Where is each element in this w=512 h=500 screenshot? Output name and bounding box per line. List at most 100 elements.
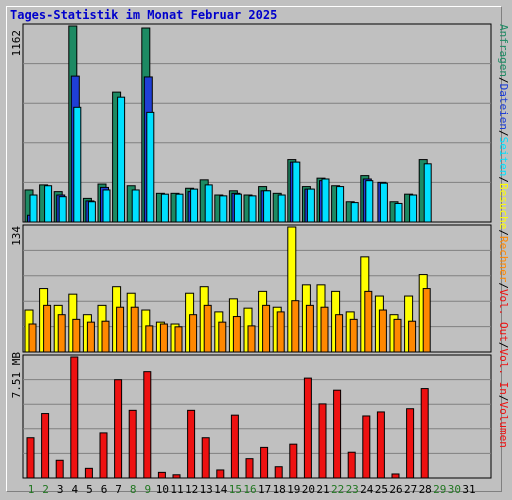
bar-rechner-2 [43, 304, 52, 353]
legend-seiten: Seiten [497, 136, 510, 177]
x-tick-22: 22 [331, 483, 344, 496]
bar-seiten-5 [87, 201, 96, 223]
legend-separator: / [497, 129, 510, 137]
bar-rechner-7 [116, 306, 125, 353]
bar-volumen-15 [230, 414, 239, 479]
bar-volumen-3 [55, 459, 64, 479]
bar-volumen-21 [318, 403, 327, 479]
bar-volumen-13 [201, 437, 210, 479]
bar-volumen-24 [362, 415, 371, 479]
bar-rechner-14 [218, 321, 227, 353]
x-tick-1: 1 [28, 483, 35, 496]
x-tick-29: 29 [433, 483, 446, 496]
bar-rechner-9 [145, 325, 154, 353]
x-tick-23: 23 [346, 483, 359, 496]
x-tick-21: 21 [316, 483, 329, 496]
bar-seiten-27 [409, 194, 418, 223]
bar-rechner-26 [393, 318, 402, 353]
bar-volumen-6 [99, 432, 108, 479]
bar-seiten-23 [350, 202, 359, 223]
bar-volumen-5 [84, 467, 93, 479]
legend-besuche: Besuche [497, 182, 510, 230]
legend-separator: / [497, 341, 510, 349]
bar-rechner-4 [72, 318, 81, 353]
x-tick-12: 12 [185, 483, 198, 496]
x-tick-26: 26 [389, 483, 402, 496]
legend-separator: / [497, 76, 510, 84]
bar-rechner-12 [189, 314, 198, 353]
bar-volumen-27 [406, 408, 415, 479]
bar-seiten-20 [306, 188, 315, 223]
bar-rechner-17 [262, 304, 271, 353]
bar-seiten-10 [160, 193, 169, 223]
bar-rechner-16 [247, 325, 256, 353]
bar-volumen-16 [245, 458, 254, 479]
bar-seiten-3 [58, 196, 67, 223]
bar-seiten-11 [175, 193, 184, 223]
bar-rechner-11 [174, 326, 183, 353]
x-tick-9: 9 [144, 483, 151, 496]
bar-volumen-20 [303, 377, 312, 479]
bar-volumen-18 [274, 466, 283, 479]
bar-rechner-8 [130, 306, 139, 353]
legend-anfragen: Anfragen [497, 24, 510, 77]
legend-volumen: Volumen [497, 401, 510, 448]
bar-seiten-4 [73, 106, 82, 223]
x-tick-27: 27 [404, 483, 417, 496]
x-tick-4: 4 [71, 483, 78, 496]
bar-rechner-10 [159, 323, 168, 353]
bar-seiten-24 [365, 180, 374, 223]
bar-rechner-25 [378, 309, 387, 353]
bar-seiten-7 [117, 96, 126, 223]
bar-volumen-8 [128, 409, 137, 479]
x-tick-16: 16 [243, 483, 256, 496]
bar-rechner-24 [364, 290, 373, 353]
series-legend: Anfragen/Dateien/Seiten/Besuche/Rechner/… [497, 24, 510, 448]
bar-seiten-17 [263, 190, 272, 223]
x-tick-17: 17 [258, 483, 271, 496]
x-tick-25: 25 [375, 483, 388, 496]
bar-seiten-9 [146, 111, 155, 223]
bar-seiten-15 [233, 193, 242, 223]
bar-seiten-28 [423, 163, 432, 223]
legend-separator: / [497, 282, 510, 289]
bar-seiten-8 [131, 189, 140, 223]
bar-volumen-19 [289, 443, 298, 479]
legend-separator: / [497, 229, 510, 236]
x-tick-11: 11 [170, 483, 183, 496]
legend-rechner: Rechner [497, 235, 510, 283]
x-tick-15: 15 [229, 483, 242, 496]
bar-volumen-28 [420, 388, 429, 479]
bar-seiten-13 [204, 184, 213, 223]
bar-rechner-15 [232, 316, 241, 353]
legend-vol-in: Vol. In [497, 348, 510, 395]
x-tick-20: 20 [302, 483, 315, 496]
bar-rechner-1 [28, 323, 37, 353]
bar-rechner-6 [101, 320, 110, 353]
bar-volumen-22 [333, 389, 342, 479]
x-tick-30: 30 [448, 483, 461, 496]
bar-volumen-17 [260, 446, 269, 479]
bar-seiten-19 [292, 161, 301, 223]
x-tick-31: 31 [462, 483, 475, 496]
legend-dateien: Dateien [497, 83, 510, 130]
bar-rechner-3 [57, 314, 66, 353]
bar-volumen-9 [143, 371, 152, 479]
x-tick-14: 14 [214, 483, 228, 496]
legend-separator: / [497, 176, 510, 183]
bar-volumen-4 [70, 356, 79, 479]
x-tick-3: 3 [57, 483, 64, 496]
bar-volumen-25 [376, 411, 385, 479]
x-tick-5: 5 [86, 483, 93, 496]
bar-volumen-10 [157, 471, 166, 479]
bar-rechner-5 [86, 321, 95, 353]
legend-separator: / [497, 394, 510, 402]
bar-rechner-22 [335, 314, 344, 353]
bar-volumen-23 [347, 451, 356, 479]
bar-rechner-28 [422, 288, 431, 353]
bar-rechner-27 [408, 320, 417, 353]
bar-volumen-7 [114, 379, 123, 479]
x-tick-13: 13 [200, 483, 213, 496]
bar-rechner-13 [203, 304, 212, 353]
